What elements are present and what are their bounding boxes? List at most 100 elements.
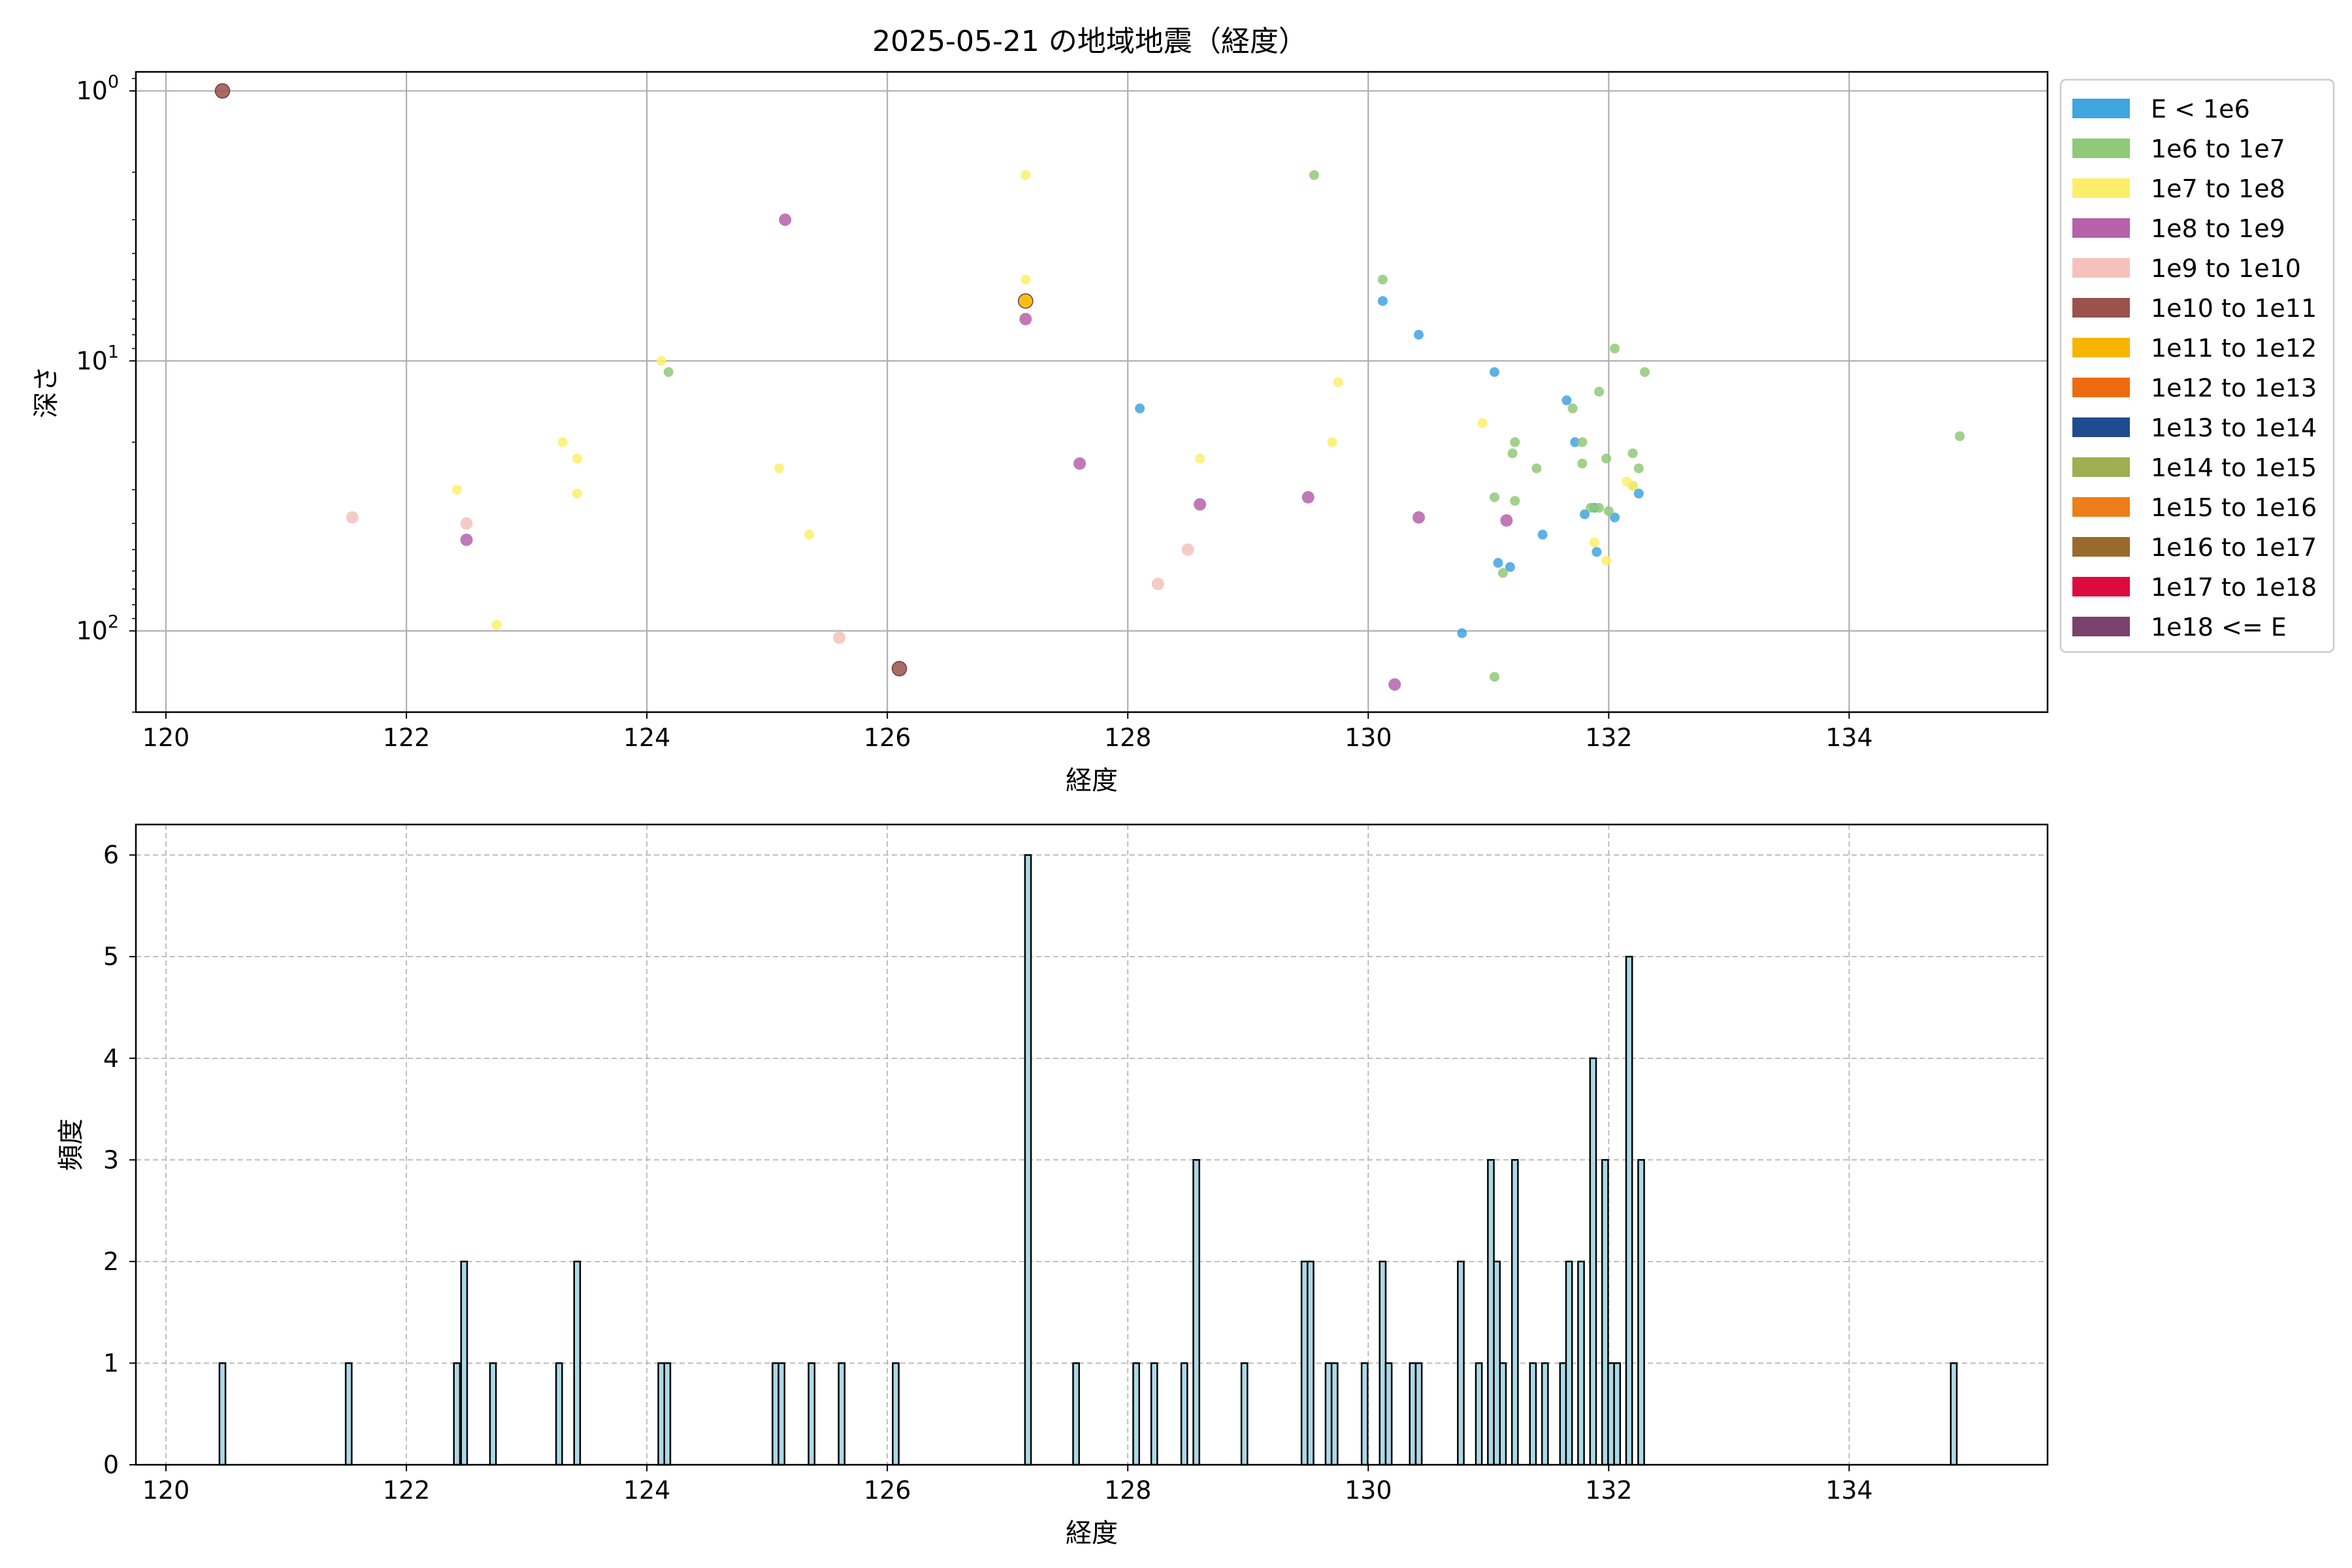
histogram-bar xyxy=(1613,1362,1622,1466)
scatter-point xyxy=(491,619,502,630)
legend-swatch xyxy=(2072,218,2130,238)
scatter-point xyxy=(1589,537,1599,547)
histogram-bar xyxy=(657,1362,666,1466)
histogram-bar xyxy=(1409,1362,1417,1466)
histogram-bar xyxy=(1457,1260,1465,1466)
histogram-bar xyxy=(1330,1362,1339,1466)
scatter-point xyxy=(1489,492,1499,502)
scatter-x-tick-label: 122 xyxy=(383,723,431,752)
legend-label: 1e18 <= E xyxy=(2151,613,2287,642)
scatter-point xyxy=(1610,343,1620,353)
histogram-bar xyxy=(1475,1362,1483,1466)
legend-swatch xyxy=(2072,298,2130,318)
legend-label: 1e10 to 1e11 xyxy=(2151,294,2317,323)
scatter-point xyxy=(572,488,582,498)
histogram-x-tick-label: 134 xyxy=(1825,1476,1873,1505)
legend-items: E < 1e6 1e6 to 1e7 1e7 to 1e8 1e8 to 1e9 1e9… xyxy=(2072,95,2317,642)
scatter-y-tick-label: 101 xyxy=(76,342,119,375)
histogram-xlabel: 経度 xyxy=(1066,1518,1118,1548)
scatter-point xyxy=(1181,543,1194,556)
histogram-x-tick-label: 130 xyxy=(1345,1476,1392,1505)
scatter-xlabel: 経度 xyxy=(1066,766,1118,796)
scatter-x-tick-label: 120 xyxy=(142,723,190,752)
histogram-x-ticks: 120 122 124 126 128 130 132 134 xyxy=(142,1465,1873,1505)
histogram-y-tick-label: 4 xyxy=(103,1044,119,1073)
scatter-point xyxy=(451,485,462,495)
scatter-point xyxy=(1577,437,1588,448)
histogram-y-tick-label: 3 xyxy=(103,1145,119,1174)
legend-swatch xyxy=(2072,99,2130,118)
histogram-bar xyxy=(1511,1159,1519,1466)
histogram-bar xyxy=(1541,1362,1549,1466)
histogram-bars xyxy=(218,854,1958,1466)
histogram-bar xyxy=(555,1362,563,1466)
scatter-point xyxy=(779,213,792,226)
histogram-axes: 120 122 124 126 128 130 132 134 0 1 2 3 4 5 6 経度 頻度 xyxy=(56,823,2049,1548)
legend-swatch xyxy=(2072,139,2130,158)
histogram-bar xyxy=(1607,1362,1615,1466)
histogram-bar xyxy=(1324,1362,1333,1466)
scatter-point xyxy=(774,463,785,474)
scatter-point xyxy=(663,367,674,377)
histogram-y-tick-label: 1 xyxy=(103,1348,119,1377)
scatter-point xyxy=(1073,457,1086,470)
scatter-point xyxy=(1413,511,1426,524)
scatter-point xyxy=(1018,293,1034,309)
scatter-point xyxy=(1537,529,1548,540)
scatter-point xyxy=(1601,453,1612,464)
scatter-point xyxy=(1497,568,1508,578)
histogram-x-tick-label: 122 xyxy=(383,1476,431,1505)
scatter-point xyxy=(1610,512,1620,523)
histogram-bar xyxy=(1493,1260,1501,1466)
scatter-point xyxy=(1603,506,1614,516)
scatter-grid xyxy=(136,72,2048,712)
histogram-bar xyxy=(1577,1260,1585,1466)
histogram-bar xyxy=(1565,1260,1573,1466)
scatter-point xyxy=(1195,453,1205,464)
scatter-point xyxy=(1414,329,1424,340)
scatter-point xyxy=(1627,448,1638,459)
scatter-point xyxy=(460,533,473,546)
histogram-bar xyxy=(1240,1362,1249,1466)
scatter-point xyxy=(1601,555,1612,566)
histogram-x-tick-label: 132 xyxy=(1585,1476,1633,1505)
histogram-bar xyxy=(1384,1362,1393,1466)
scatter-x-tick-label: 128 xyxy=(1104,723,1152,752)
scatter-point xyxy=(1510,437,1520,448)
scatter-point xyxy=(1586,502,1596,513)
scatter-point xyxy=(1594,386,1605,397)
histogram-bar xyxy=(1024,854,1032,1466)
scatter-frame xyxy=(135,71,2049,713)
scatter-point xyxy=(1592,547,1602,557)
legend-frame xyxy=(2059,78,2335,653)
scatter-point xyxy=(891,661,907,677)
histogram-frame xyxy=(135,823,2049,1466)
legend-label: E < 1e6 xyxy=(2151,95,2250,123)
histogram-bar xyxy=(1499,1362,1507,1466)
histogram-x-tick-label: 120 xyxy=(142,1476,190,1505)
scatter-point xyxy=(833,631,846,644)
legend-swatch xyxy=(2072,378,2130,397)
scatter-point xyxy=(1640,367,1650,377)
legend-swatch xyxy=(2072,258,2130,278)
histogram-bar xyxy=(1150,1362,1158,1466)
legend-swatch xyxy=(2072,497,2130,517)
scatter-point xyxy=(1633,488,1644,498)
scatter-point xyxy=(1510,496,1520,506)
legend-swatch xyxy=(2072,537,2130,557)
scatter-point xyxy=(1567,403,1578,414)
scatter-point xyxy=(1500,514,1513,527)
scatter-point xyxy=(1333,377,1343,387)
scatter-point xyxy=(1194,498,1207,511)
scatter-x-tick-label: 130 xyxy=(1345,723,1392,752)
legend-swatch xyxy=(2072,617,2130,636)
legend: E < 1e6 1e6 to 1e7 1e7 to 1e8 1e8 to 1e9 1e9… xyxy=(2059,78,2335,653)
histogram-bar xyxy=(892,1362,900,1466)
histogram-y-tick-label: 2 xyxy=(103,1247,119,1276)
histogram-bar xyxy=(1180,1362,1188,1466)
histogram-bar xyxy=(344,1362,353,1466)
legend-label: 1e13 to 1e14 xyxy=(2151,414,2317,442)
legend-swatch xyxy=(2072,338,2130,357)
scatter-point xyxy=(1309,170,1319,180)
histogram-ylabel: 頻度 xyxy=(56,1119,86,1171)
